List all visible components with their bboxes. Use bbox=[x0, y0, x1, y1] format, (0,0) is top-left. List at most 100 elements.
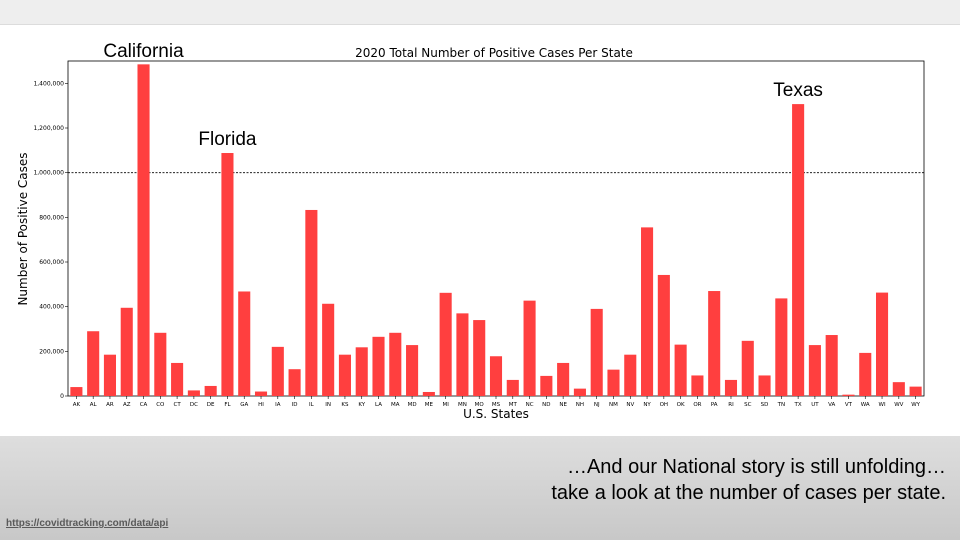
x-tick-label: WI bbox=[879, 402, 886, 408]
bar-il bbox=[305, 209, 318, 396]
x-tick-label: AZ bbox=[123, 402, 131, 408]
y-axis-label: Number of Positive Cases bbox=[16, 152, 30, 305]
bar-id bbox=[288, 369, 301, 396]
caption-line-1: …And our National story is still unfoldi… bbox=[566, 456, 946, 478]
y-tick-label: 1,200,000 bbox=[33, 125, 64, 132]
x-tick-label: OR bbox=[693, 402, 701, 408]
bar-nm bbox=[607, 369, 620, 396]
bar-fl bbox=[221, 153, 234, 396]
x-tick-label: MN bbox=[458, 402, 467, 408]
x-tick-label: DE bbox=[207, 402, 215, 408]
bar-mt bbox=[506, 379, 519, 396]
bar-wa bbox=[859, 352, 872, 396]
bar-ar bbox=[103, 354, 117, 396]
x-tick-label: NM bbox=[609, 402, 618, 408]
x-tick-label: ND bbox=[542, 402, 550, 408]
y-axis-ticks: 0 200,000 400,000 600,000 800,000 1,000,000 1,… bbox=[33, 80, 68, 400]
bar-wv bbox=[892, 382, 905, 396]
x-tick-label: GA bbox=[240, 402, 248, 408]
bar-ct bbox=[171, 362, 184, 396]
x-tick-label: AL bbox=[90, 402, 98, 408]
bar-ma bbox=[389, 332, 402, 396]
chart-title: 2020 Total Number of Positive Cases Per … bbox=[355, 46, 633, 60]
x-tick-label: IN bbox=[325, 402, 331, 408]
bar-mo bbox=[473, 320, 486, 396]
x-tick-label: OH bbox=[660, 402, 668, 408]
x-tick-label: WV bbox=[894, 402, 903, 408]
bar-pa bbox=[708, 291, 721, 396]
y-tick-label: 800,000 bbox=[39, 214, 64, 221]
x-tick-label: VA bbox=[828, 402, 835, 408]
bar-va bbox=[825, 335, 838, 396]
bar-ms bbox=[489, 356, 503, 396]
x-tick-label: DC bbox=[190, 402, 198, 408]
bar-nd bbox=[540, 375, 553, 396]
x-tick-label: MA bbox=[391, 402, 400, 408]
x-tick-label: TX bbox=[794, 402, 802, 408]
bar-tn bbox=[775, 298, 788, 396]
slide-caption: …And our National story is still unfoldi… bbox=[551, 454, 946, 506]
x-tick-label: MO bbox=[475, 402, 485, 408]
x-tick-label: WY bbox=[911, 402, 920, 408]
bar-dc bbox=[187, 390, 200, 396]
x-tick-label: CO bbox=[156, 402, 165, 408]
y-tick-label: 600,000 bbox=[39, 259, 64, 266]
bar-ks bbox=[338, 354, 351, 396]
x-tick-label: IL bbox=[309, 402, 315, 408]
x-tick-label: CA bbox=[140, 402, 148, 408]
bar-series bbox=[70, 64, 922, 396]
x-tick-label: NY bbox=[643, 402, 651, 408]
x-tick-label: WA bbox=[861, 402, 870, 408]
x-tick-label: IA bbox=[275, 402, 281, 408]
bar-ri bbox=[724, 379, 738, 396]
callout-california: California bbox=[103, 41, 184, 62]
callout-texas: Texas bbox=[773, 80, 823, 101]
x-tick-label: SD bbox=[761, 402, 769, 408]
x-tick-label: MS bbox=[492, 402, 501, 408]
chart-callouts: California Florida Texas bbox=[103, 41, 823, 150]
bar-ok bbox=[674, 344, 687, 396]
x-tick-label: NH bbox=[576, 402, 584, 408]
bar-ca bbox=[137, 64, 150, 396]
bar-or bbox=[691, 375, 704, 396]
bar-ny bbox=[641, 227, 654, 396]
bar-in bbox=[322, 303, 335, 396]
x-tick-label: NJ bbox=[594, 402, 600, 408]
cases-bar-chart: 2020 Total Number of Positive Cases Per … bbox=[16, 41, 925, 421]
x-tick-label: MD bbox=[408, 402, 417, 408]
bar-md bbox=[406, 345, 419, 396]
bar-ut bbox=[808, 345, 821, 396]
x-tick-label: MT bbox=[509, 402, 518, 408]
y-tick-label: 1,400,000 bbox=[33, 80, 64, 87]
x-tick-label: NE bbox=[559, 402, 567, 408]
bar-mn bbox=[456, 313, 469, 396]
source-link[interactable]: https://covidtracking.com/data/api bbox=[6, 518, 169, 529]
y-tick-label: 1,000,000 bbox=[33, 170, 64, 177]
x-tick-label: AR bbox=[106, 402, 114, 408]
x-tick-label: NC bbox=[526, 402, 534, 408]
x-tick-label: VT bbox=[845, 402, 853, 408]
x-tick-label: HI bbox=[258, 402, 264, 408]
x-tick-label: UT bbox=[811, 402, 819, 408]
bar-co bbox=[154, 332, 167, 396]
bar-nh bbox=[573, 388, 586, 396]
bar-sd bbox=[758, 375, 771, 396]
y-tick-label: 0 bbox=[60, 393, 64, 400]
x-tick-label: ME bbox=[425, 402, 434, 408]
bar-ne bbox=[557, 362, 570, 396]
bar-ga bbox=[238, 291, 251, 396]
x-tick-label: SC bbox=[744, 402, 751, 408]
bar-al bbox=[87, 331, 100, 396]
bar-nj bbox=[590, 308, 603, 396]
x-tick-label: CT bbox=[173, 402, 181, 408]
x-tick-label: OK bbox=[677, 402, 685, 408]
x-tick-label: NV bbox=[626, 402, 634, 408]
x-axis-label: U.S. States bbox=[463, 407, 529, 421]
bar-tx bbox=[792, 104, 805, 396]
bar-wi bbox=[875, 292, 889, 396]
bar-wy bbox=[909, 386, 922, 396]
bar-sc bbox=[741, 340, 754, 396]
bar-ak bbox=[70, 387, 83, 396]
bar-la bbox=[372, 336, 385, 396]
x-tick-label: RI bbox=[728, 402, 734, 408]
